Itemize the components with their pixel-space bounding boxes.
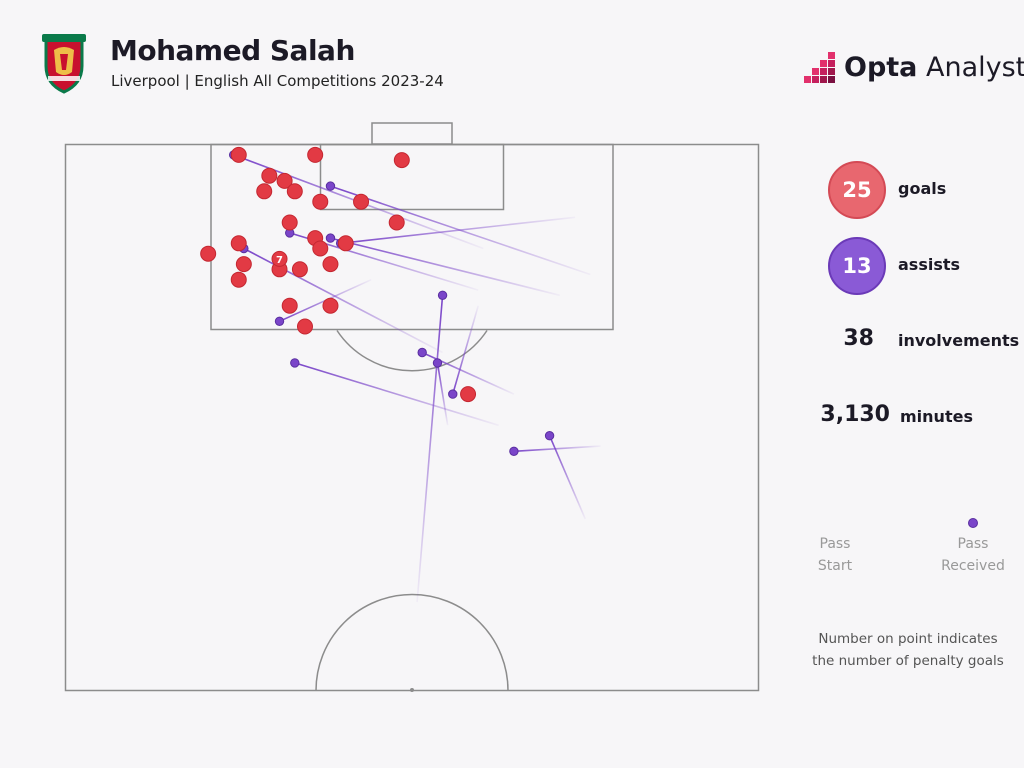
assists-count-badge: 13 — [828, 237, 886, 295]
goal-point — [460, 386, 477, 403]
assists-label: assists — [898, 255, 961, 274]
goal-point — [235, 256, 252, 273]
involvements-value: 38 — [843, 326, 874, 351]
centre-circle — [315, 593, 509, 691]
assist-pass-line — [416, 295, 444, 603]
assist-received-point — [417, 347, 427, 358]
legend-pass-received: Pass Received — [941, 536, 1005, 574]
assist-received-point — [544, 431, 555, 441]
page-title: Mohamed Salah — [110, 34, 355, 67]
assist-received-point — [437, 290, 448, 300]
goals-value: 25 — [842, 178, 872, 202]
goal-point — [256, 183, 273, 200]
legend-line — [834, 518, 978, 528]
goals-label: goals — [898, 179, 947, 198]
assist-pass-line — [548, 435, 586, 520]
goal-layer: 7 — [200, 146, 477, 403]
liverpool-crest-icon — [42, 34, 86, 94]
goal-point — [261, 167, 278, 184]
assist-received-point — [325, 233, 336, 243]
assist-pass-line — [330, 237, 560, 297]
goal-point — [322, 297, 339, 314]
involvements-label: involvements — [898, 331, 1020, 350]
goal-point — [307, 146, 324, 163]
assist-pass-line — [436, 362, 449, 426]
page-subtitle: Liverpool | English All Competitions 202… — [111, 72, 444, 90]
goal-point — [337, 235, 354, 252]
penalty-goal-count: 7 — [276, 255, 283, 266]
penalty-goal-point — [271, 250, 288, 267]
goal-point — [388, 214, 405, 231]
goal-point — [312, 193, 329, 210]
goal-point — [281, 297, 298, 314]
assist-pass-line — [451, 305, 480, 395]
minutes-value: 3,130 — [820, 402, 890, 427]
pitch-markings — [64, 122, 760, 692]
goal-point — [230, 235, 247, 252]
assist-received-point — [325, 181, 336, 191]
assist-pass-line — [513, 445, 601, 453]
assist-pass-line — [340, 216, 576, 245]
assist-received-point — [448, 389, 458, 399]
assists-value: 13 — [842, 254, 872, 278]
goal-point — [296, 318, 313, 335]
goal-point — [276, 172, 293, 189]
penalty-arc — [336, 330, 488, 372]
goal-point — [230, 146, 247, 163]
goal-point — [286, 183, 303, 200]
goals-count-badge: 25 — [828, 161, 886, 219]
goal-point — [322, 256, 339, 273]
brand-bold: Opta — [844, 52, 918, 83]
goal-point — [281, 214, 298, 231]
minutes-label: minutes — [900, 407, 973, 426]
six-yard-box — [319, 143, 505, 211]
pitch-outline — [64, 143, 760, 692]
legend-pass-start: Pass Start — [817, 536, 853, 574]
opta-analyst-logo: Opta Analyst — [798, 48, 1024, 90]
opta-logo-icon — [804, 52, 835, 83]
centre-spot — [410, 688, 414, 692]
goal-point — [393, 152, 410, 169]
assist-received-point — [274, 316, 285, 326]
goal-point — [230, 271, 247, 288]
goal-point — [312, 240, 329, 257]
assist-received-point — [290, 358, 300, 368]
assist-received-point — [509, 446, 519, 456]
assist-received-point — [432, 358, 443, 368]
goal-point — [291, 261, 308, 278]
brand-light: Analyst — [926, 52, 1024, 83]
goal-frame — [371, 122, 453, 145]
assist-pass-line — [294, 362, 499, 427]
goal-point — [200, 245, 217, 262]
penalty-note: Number on point indicates the number of … — [812, 631, 1004, 669]
goal-point — [353, 193, 370, 210]
